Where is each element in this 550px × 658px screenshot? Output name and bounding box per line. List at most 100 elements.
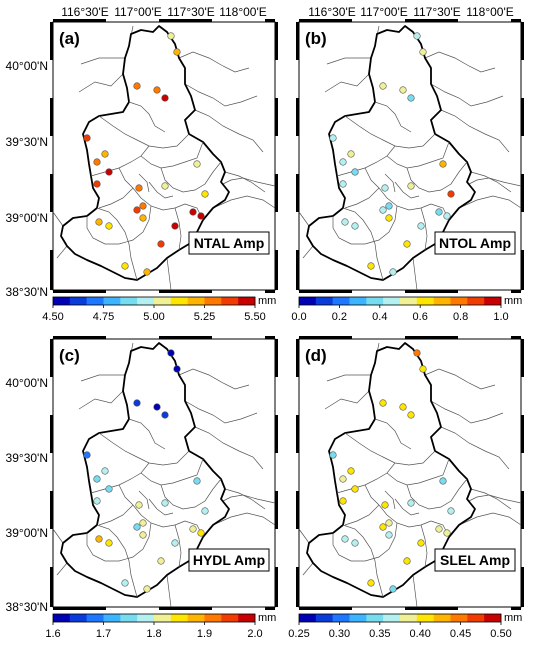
district-boundary-7 (174, 524, 182, 568)
station-marker-14 (385, 214, 393, 222)
panel-title-box (434, 548, 516, 572)
district-boundary-10 (394, 498, 420, 516)
colorbar-unit: mm (258, 612, 276, 624)
station-marker-16 (193, 160, 201, 168)
neighbor-boundary-7 (56, 245, 68, 259)
neighbor-boundary-8 (166, 574, 172, 608)
station-marker-6 (83, 451, 91, 459)
colorbar-tick-label-1: 1.7 (96, 628, 111, 640)
colorbar-bin-7 (170, 297, 188, 305)
neighbor-boundary-0 (324, 390, 370, 410)
district-boundary-2 (336, 462, 396, 494)
station-marker-2 (173, 365, 181, 373)
district-boundary-7 (420, 207, 428, 251)
station-marker-18 (435, 208, 443, 216)
district-boundary-10 (148, 181, 174, 199)
station-marker-5 (407, 94, 415, 102)
colorbar-unit: mm (504, 295, 522, 307)
coastline (218, 177, 276, 187)
colorbar-tick-label-1: 0.30 (329, 628, 350, 640)
tianjin-boundary (306, 25, 476, 281)
station-marker-9 (105, 485, 113, 493)
map-panels: (a) NTAL Amp 4.50 4.75 5.00 5.25 5.50 mm (b) NTOL… (42, 19, 524, 640)
colorbar: 4.50 4.75 5.00 5.25 5.50 mm (42, 295, 276, 323)
colorbar-tick-label-4: 5.50 (244, 311, 265, 323)
station-marker-17 (447, 190, 455, 198)
station-marker-9 (351, 168, 359, 176)
colorbar-bin-6 (400, 297, 418, 305)
district-boundary-5 (364, 167, 432, 211)
station-marker-21 (157, 240, 165, 248)
colorbar-tick-label-2: 1.8 (146, 628, 161, 640)
station-marker-16 (439, 477, 447, 485)
neighbor-boundary-6 (52, 211, 64, 227)
district-boundary-9 (344, 187, 380, 209)
district-boundary-9 (98, 187, 134, 209)
district-boundary-7 (174, 207, 182, 251)
station-marker-23 (105, 539, 113, 547)
district-boundary-11 (384, 173, 396, 193)
colorbar-bin-5 (383, 614, 401, 622)
colorbar-bin-1 (315, 614, 333, 622)
colorbar-bin-9 (204, 614, 222, 622)
station-marker-1 (167, 32, 175, 40)
colorbar-tick-label-5: 0.50 (490, 628, 511, 640)
district-boundary-2 (90, 462, 150, 494)
district-boundary-4 (406, 161, 468, 193)
station-marker-7 (93, 158, 101, 166)
district-boundary-7 (420, 524, 428, 568)
station-marker-21 (403, 240, 411, 248)
station-marker-17 (201, 190, 209, 198)
lon-label-2: 117°00'E (114, 5, 162, 19)
neighbor-boundary-10 (224, 488, 266, 510)
lat-label-3930: 39°30'N (6, 135, 48, 149)
colorbar-bin-8 (433, 297, 451, 305)
station-marker-18 (435, 525, 443, 533)
station-marker-2 (419, 365, 427, 373)
neighbor-boundary-10 (224, 171, 266, 193)
station-marker-19 (197, 529, 205, 537)
station-marker-5 (407, 411, 415, 419)
colorbar-bin-2 (86, 614, 104, 622)
panel-letter: (b) (305, 29, 327, 48)
station-marker-5 (161, 94, 169, 102)
neighbor-boundary-10 (470, 171, 512, 193)
neighbor-boundary-8 (412, 574, 418, 608)
neighbor-boundary-7 (302, 245, 314, 259)
colorbar-tick-label-3: 1.9 (197, 628, 212, 640)
neighbor-boundary-0 (324, 73, 370, 93)
lon-label-4: 118°00'E (219, 5, 267, 19)
tianjin-boundary (60, 342, 230, 598)
panel-letter: (d) (305, 346, 327, 365)
neighbor-boundary-3 (424, 368, 496, 390)
lon-label-5: 116°30'E (308, 5, 356, 19)
neighbor-boundary-6 (298, 211, 310, 227)
station-marker-11 (135, 184, 143, 192)
neighbor-boundary-4 (430, 400, 504, 424)
lat-labels-bottom: 40°00'N 39°30'N 39°00'N 38°30'N (6, 376, 48, 614)
station-marker-21 (403, 557, 411, 565)
station-marker-16 (193, 477, 201, 485)
station-marker-6 (329, 451, 337, 459)
district-boundary-9 (344, 504, 380, 526)
station-marker-8 (347, 467, 355, 475)
lon-label-8: 118°00'E (466, 5, 514, 19)
district-boundary-12 (342, 524, 384, 598)
colorbar-bin-10 (467, 297, 485, 305)
district-boundary-11 (138, 490, 150, 510)
district-boundary-1 (98, 432, 190, 466)
neighbor-boundary-4 (184, 83, 258, 107)
coastline (464, 177, 522, 187)
colorbar-bin-4 (366, 614, 384, 622)
station-marker-14 (139, 214, 147, 222)
district-boundary-9 (98, 504, 134, 526)
neighbor-boundary-3 (178, 368, 250, 390)
colorbar-bin-10 (221, 614, 239, 622)
colorbar-bin-7 (416, 614, 434, 622)
neighbor-boundary-4 (430, 83, 504, 107)
neighbor-boundary-5 (194, 426, 264, 470)
neighbor-boundary-0 (78, 73, 124, 93)
district-boundary-12 (96, 524, 138, 598)
colorbar-frame (298, 296, 502, 306)
